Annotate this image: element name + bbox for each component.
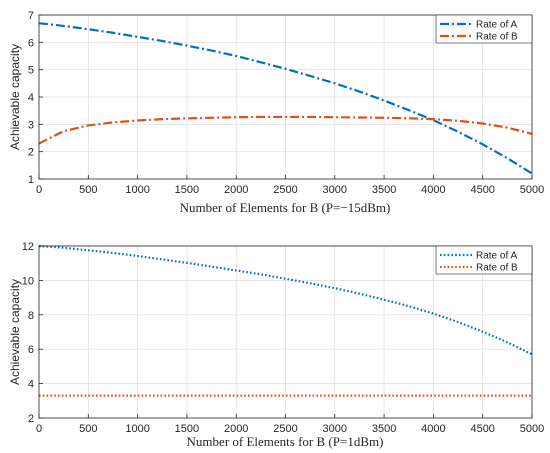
y-tick-label: 6 xyxy=(28,37,34,49)
x-tick-label: 1500 xyxy=(175,423,199,435)
y-tick-label: 1 xyxy=(28,174,34,186)
series-line-rate-of-a xyxy=(38,22,533,175)
y-tick-label: 4 xyxy=(28,379,34,391)
x-tick-label: 4500 xyxy=(470,184,494,196)
y-tick-label: 8 xyxy=(28,310,34,322)
x-tick-label: 3500 xyxy=(372,423,396,435)
chart-panel-top: 0 500 1000 1500 2000 2500 3000 3500 4000 4500 5000… xyxy=(8,10,544,215)
y-tick-label: 5 xyxy=(28,65,34,77)
series-layer xyxy=(38,22,533,175)
x-tick-label: 4500 xyxy=(470,423,494,435)
x-axis-label: Number of Elements for B (P=−15dBm) xyxy=(180,200,391,215)
series-line-rate-of-b xyxy=(38,115,533,145)
x-tick-label: 5000 xyxy=(520,184,544,196)
x-tick-label: 500 xyxy=(79,184,97,196)
x-tick-label: 2500 xyxy=(273,423,297,435)
x-tick-label: 0 xyxy=(36,423,42,435)
y-axis-label: Achievable capacity xyxy=(8,44,22,150)
y-tick-label: 2 xyxy=(28,147,34,159)
legend: Rate of A Rate of B xyxy=(435,14,533,44)
chart-panel-bottom: 0 500 1000 1500 2000 2500 3000 3500 4000 4500 5000… xyxy=(8,241,544,449)
legend-label-rate-b: Rate of B xyxy=(476,32,518,43)
y-tick-label: 4 xyxy=(28,92,34,104)
x-tick-label: 5000 xyxy=(520,423,544,435)
x-tick-label: 0 xyxy=(36,184,42,196)
x-tick-label: 500 xyxy=(79,423,97,435)
y-tick-label: 7 xyxy=(28,10,34,22)
legend-box xyxy=(435,245,533,275)
x-tick-label: 3500 xyxy=(372,184,396,196)
legend-label-rate-b: Rate of B xyxy=(476,263,518,274)
x-axis-label: Number of Elements for B (P=1dBm) xyxy=(187,434,384,449)
y-tick-label: 12 xyxy=(22,241,34,253)
x-tick-label: 3000 xyxy=(323,423,347,435)
legend-label-rate-a: Rate of A xyxy=(476,20,517,31)
legend: Rate of A Rate of B xyxy=(435,245,533,275)
x-tick-label: 2000 xyxy=(224,184,248,196)
y-tick-label: 10 xyxy=(22,275,34,287)
series-line-rate-of-a xyxy=(38,244,533,356)
legend-box xyxy=(435,14,533,44)
ticks: 0 500 1000 1500 2000 2500 3000 3500 4000 4500 5000… xyxy=(22,241,544,435)
ticks: 0 500 1000 1500 2000 2500 3000 3500 4000 4500 5000… xyxy=(28,10,544,196)
legend-label-rate-a: Rate of A xyxy=(476,251,517,262)
x-tick-label: 3000 xyxy=(323,184,347,196)
x-tick-label: 2500 xyxy=(273,184,297,196)
y-tick-label: 2 xyxy=(28,413,34,425)
y-tick-label: 6 xyxy=(28,344,34,356)
x-tick-label: 4000 xyxy=(421,423,445,435)
x-tick-label: 1000 xyxy=(125,184,149,196)
series-layer xyxy=(38,244,533,397)
x-tick-label: 1000 xyxy=(125,423,149,435)
y-tick-label: 3 xyxy=(28,119,34,131)
x-tick-label: 4000 xyxy=(421,184,445,196)
x-tick-label: 2000 xyxy=(224,423,248,435)
y-axis-label: Achievable capacity xyxy=(8,279,22,385)
x-tick-label: 1500 xyxy=(175,184,199,196)
